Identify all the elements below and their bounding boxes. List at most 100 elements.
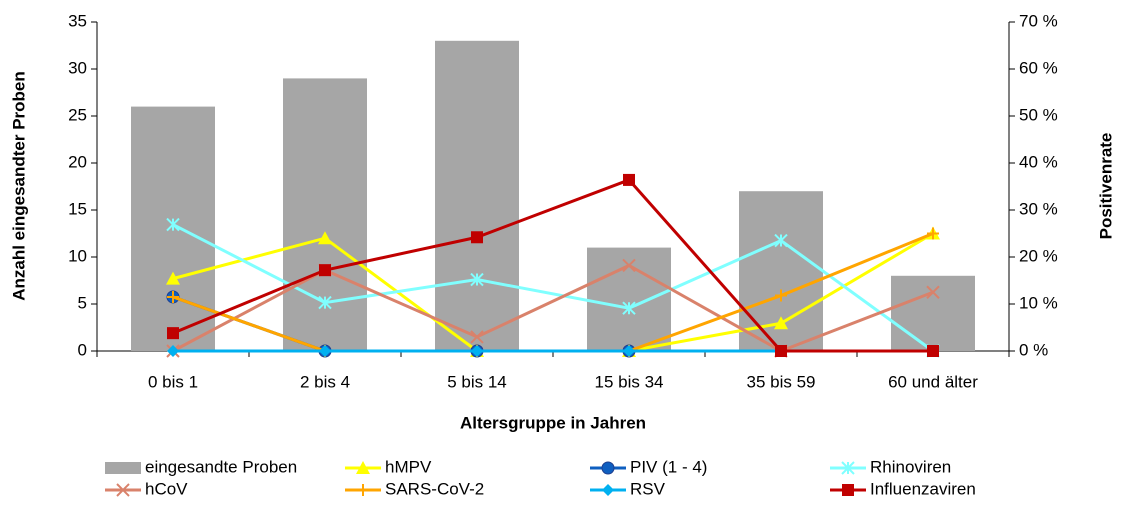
y2-tick-label: 50 % bbox=[1019, 105, 1058, 124]
y-tick-label: 30 bbox=[68, 58, 87, 77]
marker-shape bbox=[357, 484, 369, 496]
legend-label: eingesandte Proben bbox=[145, 457, 297, 476]
y2-tick-label: 30 % bbox=[1019, 199, 1058, 218]
data-point bbox=[926, 285, 940, 299]
marker-shape bbox=[470, 272, 484, 287]
data-point bbox=[470, 330, 484, 344]
legend-marker bbox=[602, 484, 614, 496]
series-line bbox=[172, 178, 933, 353]
legend-label: hMPV bbox=[385, 457, 432, 476]
data-point bbox=[622, 301, 636, 315]
x-axis-title: Altersgruppe in Jahren bbox=[460, 413, 646, 432]
legend-label: hCoV bbox=[145, 479, 188, 498]
x-tick-label: 0 bis 1 bbox=[148, 372, 198, 391]
marker-shape bbox=[470, 330, 484, 344]
y-tick-label: 10 bbox=[68, 246, 87, 265]
series-line bbox=[172, 263, 934, 353]
y-tick-label: 25 bbox=[68, 105, 87, 124]
bar bbox=[435, 40, 519, 352]
y-tick-label: 15 bbox=[68, 199, 87, 218]
marker-shape bbox=[623, 173, 635, 186]
data-point bbox=[166, 271, 180, 285]
legend-marker bbox=[116, 483, 130, 497]
data-point bbox=[319, 264, 331, 277]
marker-shape bbox=[602, 484, 614, 496]
marker-shape bbox=[842, 484, 854, 496]
legend-label: RSV bbox=[630, 479, 666, 498]
marker-shape bbox=[927, 345, 939, 357]
marker-shape bbox=[166, 271, 180, 285]
marker-shape bbox=[927, 227, 939, 240]
y2-tick-label: 40 % bbox=[1019, 152, 1058, 171]
data-point bbox=[319, 345, 331, 357]
marker-shape bbox=[622, 258, 636, 273]
marker-shape bbox=[116, 483, 130, 497]
y2-tick-label: 70 % bbox=[1019, 11, 1058, 30]
y-tick-label: 20 bbox=[68, 152, 87, 171]
legend-label: Influenzaviren bbox=[870, 479, 976, 498]
y-axis-title: Anzahl eingesandter Proben bbox=[9, 71, 28, 301]
data-point bbox=[775, 289, 787, 302]
x-tick-label: 35 bis 59 bbox=[747, 372, 816, 391]
data-point bbox=[470, 272, 484, 287]
data-point bbox=[927, 345, 939, 357]
marker-shape bbox=[471, 231, 483, 244]
marker-shape bbox=[775, 345, 787, 357]
data-point bbox=[774, 316, 788, 330]
marker-shape bbox=[318, 295, 332, 310]
marker-shape bbox=[167, 345, 179, 357]
y2-tick-label: 20 % bbox=[1019, 246, 1058, 265]
marker-shape bbox=[926, 285, 940, 299]
y2-tick-label: 60 % bbox=[1019, 58, 1058, 77]
legend-label: PIV (1 - 4) bbox=[630, 457, 707, 476]
y-tick-label: 5 bbox=[78, 293, 87, 312]
data-point bbox=[167, 327, 179, 340]
y-tick-label: 35 bbox=[68, 11, 87, 30]
y2-axis-title: Positivenrate bbox=[1096, 133, 1115, 240]
marker-shape bbox=[775, 289, 787, 302]
marker-shape bbox=[841, 461, 855, 475]
marker-shape bbox=[319, 264, 331, 277]
data-point bbox=[318, 295, 332, 310]
marker-shape bbox=[166, 217, 180, 232]
x-tick-label: 60 und älter bbox=[888, 372, 978, 391]
x-tick-label: 15 bis 34 bbox=[595, 372, 664, 391]
y-tick-label: 0 bbox=[78, 340, 87, 359]
legend-swatch bbox=[105, 462, 141, 474]
bar bbox=[283, 78, 367, 352]
data-point bbox=[623, 173, 635, 186]
marker-shape bbox=[471, 345, 483, 357]
data-point bbox=[471, 345, 483, 357]
marker-shape bbox=[774, 316, 788, 330]
data-point bbox=[927, 227, 939, 240]
legend-label: Rhinoviren bbox=[870, 457, 951, 476]
y2-tick-label: 0 % bbox=[1019, 340, 1048, 359]
data-point bbox=[775, 345, 787, 357]
data-point bbox=[167, 290, 179, 303]
bar bbox=[891, 275, 975, 351]
legend-marker bbox=[601, 461, 615, 475]
data-point bbox=[623, 345, 635, 357]
marker-shape bbox=[623, 345, 635, 357]
legend-label: SARS-CoV-2 bbox=[385, 479, 484, 498]
marker-shape bbox=[167, 290, 179, 303]
x-tick-label: 5 bis 14 bbox=[447, 372, 507, 391]
data-point bbox=[318, 231, 332, 245]
data-point bbox=[167, 345, 179, 357]
marker-shape bbox=[774, 233, 788, 248]
data-point bbox=[471, 231, 483, 244]
marker-shape bbox=[319, 345, 331, 357]
marker-shape bbox=[601, 461, 615, 475]
legend-marker bbox=[841, 461, 855, 475]
marker-shape bbox=[318, 231, 332, 245]
y2-tick-label: 10 % bbox=[1019, 293, 1058, 312]
data-point bbox=[774, 233, 788, 248]
bar bbox=[587, 247, 671, 351]
data-point bbox=[166, 217, 180, 232]
data-point bbox=[622, 258, 636, 273]
x-tick-label: 2 bis 4 bbox=[300, 372, 350, 391]
legend-marker bbox=[842, 484, 854, 496]
marker-shape bbox=[167, 327, 179, 340]
legend-marker bbox=[357, 484, 369, 496]
series-line bbox=[172, 223, 934, 353]
